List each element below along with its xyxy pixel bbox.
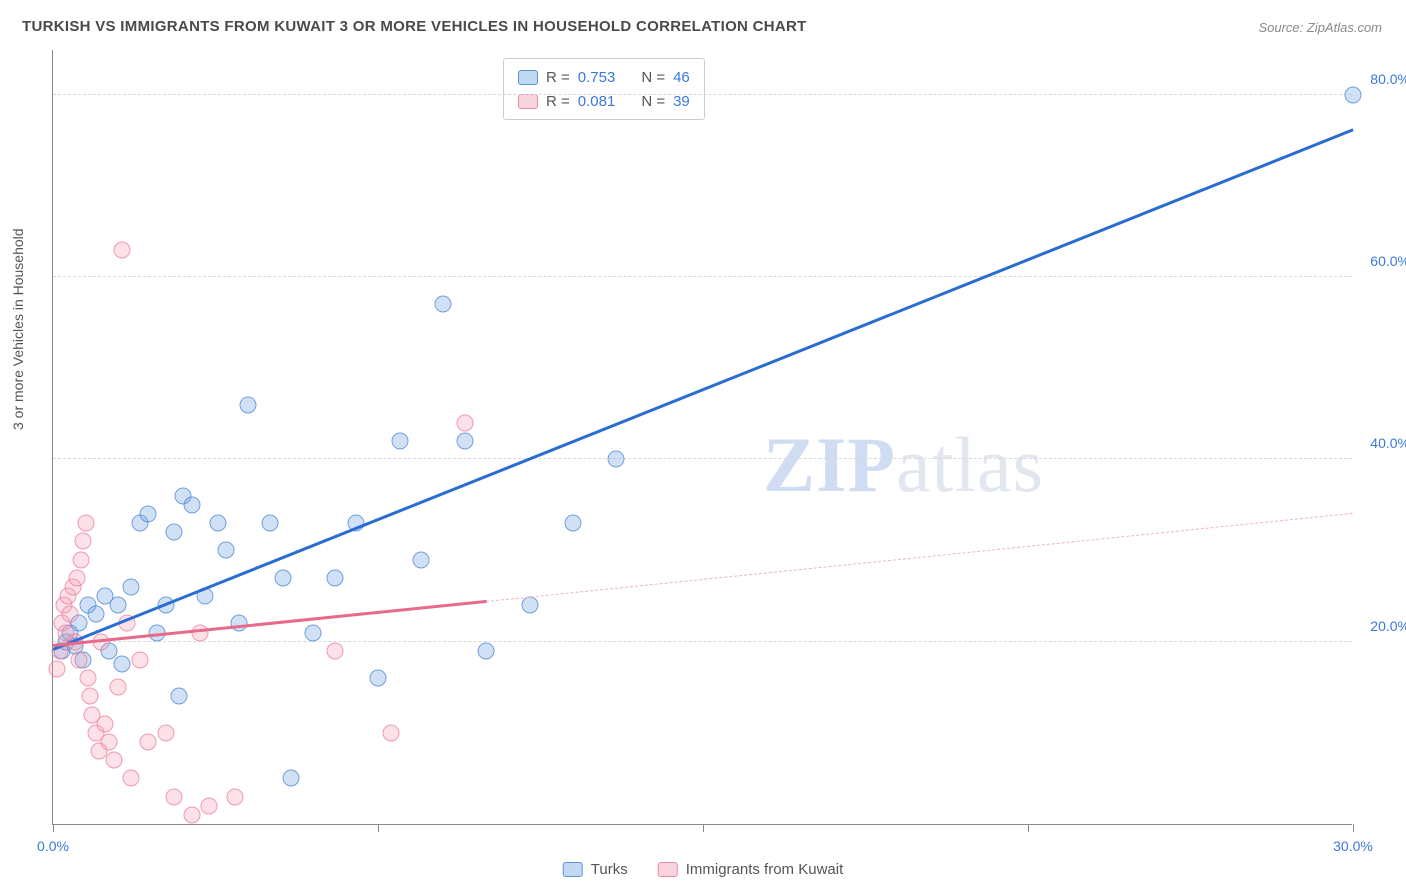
data-point-kuwait [97, 715, 114, 732]
data-point-kuwait [49, 661, 66, 678]
x-tick [703, 824, 704, 832]
n-label: N = [641, 93, 665, 110]
data-point-turks [209, 515, 226, 532]
data-point-turks [435, 296, 452, 313]
data-point-kuwait [140, 733, 157, 750]
data-point-kuwait [62, 606, 79, 623]
data-point-kuwait [131, 651, 148, 668]
gridline [53, 641, 1352, 642]
legend-stats: R = 0.753 N = 46 R = 0.081 N = 39 [503, 58, 705, 120]
data-point-turks [521, 597, 538, 614]
data-point-turks [88, 606, 105, 623]
data-point-turks [370, 670, 387, 687]
data-point-turks [110, 597, 127, 614]
data-point-kuwait [81, 688, 98, 705]
x-tick-label: 30.0% [1333, 838, 1373, 854]
legend-row-kuwait: R = 0.081 N = 39 [518, 89, 690, 113]
watermark: ZIPatlas [763, 420, 1044, 510]
chart-title: TURKISH VS IMMIGRANTS FROM KUWAIT 3 OR M… [22, 18, 807, 35]
x-tick [1028, 824, 1029, 832]
x-tick [1353, 824, 1354, 832]
data-point-turks [218, 542, 235, 559]
data-point-kuwait [101, 733, 118, 750]
gridline [53, 458, 1352, 459]
data-point-kuwait [75, 533, 92, 550]
data-point-kuwait [73, 551, 90, 568]
data-point-turks [170, 688, 187, 705]
data-point-kuwait [383, 724, 400, 741]
scatter-chart: ZIPatlas R = 0.753 N = 46 R = 0.081 N = … [52, 50, 1352, 825]
data-point-kuwait [71, 651, 88, 668]
data-point-turks [1345, 86, 1362, 103]
data-point-kuwait [201, 797, 218, 814]
data-point-kuwait [114, 241, 131, 258]
data-point-turks [413, 551, 430, 568]
data-point-turks [140, 506, 157, 523]
y-tick-label: 60.0% [1370, 253, 1406, 269]
x-tick [378, 824, 379, 832]
y-tick-label: 20.0% [1370, 618, 1406, 634]
y-tick-label: 40.0% [1370, 435, 1406, 451]
data-point-kuwait [68, 569, 85, 586]
legend-series: Turks Immigrants from Kuwait [563, 861, 844, 878]
swatch-pink [658, 862, 678, 877]
x-tick [53, 824, 54, 832]
legend-label: Turks [591, 861, 628, 878]
r-label: R = [546, 93, 570, 110]
data-point-turks [240, 396, 257, 413]
data-point-kuwait [192, 624, 209, 641]
data-point-turks [391, 433, 408, 450]
swatch-pink [518, 94, 538, 109]
data-point-kuwait [183, 806, 200, 823]
n-label: N = [641, 69, 665, 86]
data-point-kuwait [105, 752, 122, 769]
r-value: 0.753 [578, 69, 616, 86]
data-point-kuwait [166, 788, 183, 805]
gridline [53, 94, 1352, 95]
legend-item-turks: Turks [563, 861, 628, 878]
data-point-kuwait [77, 515, 94, 532]
trend-line-kuwait-dashed [486, 513, 1353, 602]
data-point-turks [274, 569, 291, 586]
data-point-turks [305, 624, 322, 641]
r-label: R = [546, 69, 570, 86]
data-point-kuwait [326, 642, 343, 659]
data-point-turks [114, 656, 131, 673]
x-tick-label: 0.0% [37, 838, 69, 854]
data-point-turks [478, 642, 495, 659]
data-point-kuwait [123, 770, 140, 787]
swatch-blue [563, 862, 583, 877]
legend-row-turks: R = 0.753 N = 46 [518, 65, 690, 89]
data-point-turks [283, 770, 300, 787]
data-point-kuwait [456, 414, 473, 431]
n-value: 46 [673, 69, 690, 86]
swatch-blue [518, 70, 538, 85]
legend-label: Immigrants from Kuwait [686, 861, 844, 878]
legend-item-kuwait: Immigrants from Kuwait [658, 861, 844, 878]
trend-line-turks [53, 129, 1354, 651]
data-point-turks [565, 515, 582, 532]
data-point-turks [456, 433, 473, 450]
data-point-kuwait [227, 788, 244, 805]
gridline [53, 276, 1352, 277]
data-point-turks [166, 524, 183, 541]
data-point-turks [326, 569, 343, 586]
data-point-turks [608, 451, 625, 468]
n-value: 39 [673, 93, 690, 110]
data-point-turks [183, 496, 200, 513]
y-tick-label: 80.0% [1370, 71, 1406, 87]
r-value: 0.081 [578, 93, 616, 110]
data-point-turks [123, 578, 140, 595]
data-point-turks [261, 515, 278, 532]
source-attribution: Source: ZipAtlas.com [1258, 20, 1382, 35]
data-point-kuwait [79, 670, 96, 687]
data-point-kuwait [110, 679, 127, 696]
y-axis-label: 3 or more Vehicles in Household [10, 228, 26, 430]
data-point-kuwait [157, 724, 174, 741]
